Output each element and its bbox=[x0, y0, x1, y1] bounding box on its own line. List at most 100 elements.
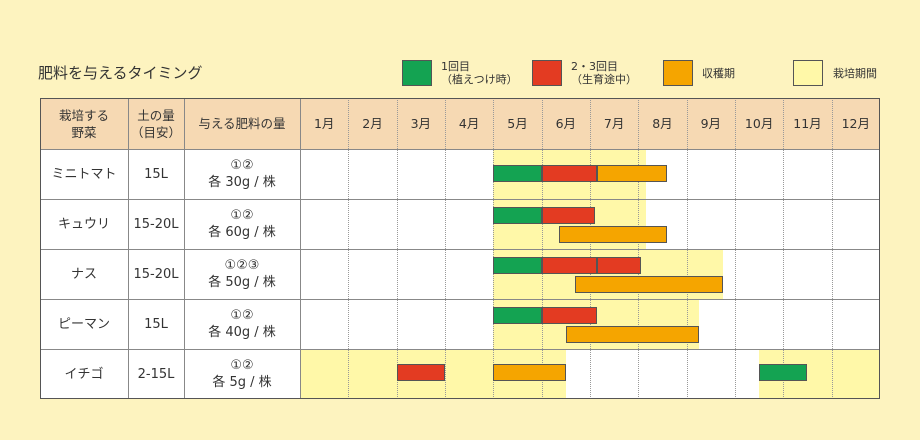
fertilizer-quantity: 各 60g / 株 bbox=[208, 225, 276, 240]
fertilizer-quantity: 各 50g / 株 bbox=[208, 275, 276, 290]
header-soil: 土の量 （目安） bbox=[128, 98, 184, 149]
vegetable-name: ミニトマト bbox=[40, 149, 128, 199]
fertilizer-timing-table: 栽培する 野菜 土の量 （目安） 与える肥料の量 1月 2月 3月 4月 5月 6月 7月 8月 9月 10… bbox=[40, 98, 880, 399]
bar-first bbox=[493, 207, 542, 224]
header-month: 9月 bbox=[686, 98, 735, 149]
bar-second bbox=[541, 307, 598, 324]
month-gridline bbox=[541, 98, 543, 399]
legend-label-line: 1回目 bbox=[441, 60, 470, 73]
legend-label-line: 栽培期間 bbox=[833, 67, 877, 80]
header-vegetable: 栽培する 野菜 bbox=[40, 98, 128, 149]
bar-harvest bbox=[565, 326, 699, 343]
soil-amount: 15-20L bbox=[128, 249, 184, 299]
legend-orange-square-icon bbox=[663, 60, 693, 86]
month-gridline bbox=[783, 98, 785, 399]
bar-second bbox=[597, 257, 641, 274]
month-gridline bbox=[444, 98, 446, 399]
header-fertilizer: 与える肥料の量 bbox=[184, 98, 300, 149]
header-month: 7月 bbox=[589, 98, 639, 149]
table-frame bbox=[40, 98, 880, 399]
bar-harvest bbox=[575, 276, 723, 293]
fertilizer-quantity: 各 30g / 株 bbox=[208, 175, 276, 190]
page-title: 肥料を与えるタイミング bbox=[38, 64, 203, 82]
header-month: 3月 bbox=[396, 98, 445, 149]
soil-amount: 15L bbox=[128, 299, 184, 349]
bar-first bbox=[493, 165, 542, 182]
header-month: 2月 bbox=[348, 98, 397, 149]
fertilizer-doses: ①② bbox=[230, 158, 254, 173]
fertilizer-text: ①②③ 各 50g / 株 bbox=[208, 257, 276, 291]
legend-label-harvest: 収穫期 bbox=[702, 67, 735, 80]
bar-second bbox=[396, 364, 445, 381]
fertilizer-text: ①② 各 40g / 株 bbox=[208, 307, 276, 341]
legend-red-square-icon bbox=[532, 60, 562, 86]
legend-label-line: 収穫期 bbox=[702, 67, 735, 80]
fertilizer-doses: ①② bbox=[230, 308, 254, 323]
bar-harvest bbox=[558, 226, 668, 243]
fertilizer-quantity: 各 40g / 株 bbox=[208, 325, 276, 340]
fertilizer-text: ①② 各 5g / 株 bbox=[212, 357, 271, 391]
month-gridline bbox=[734, 98, 736, 399]
header-month: 12月 bbox=[831, 98, 880, 149]
bar-first bbox=[493, 307, 542, 324]
fertilizer-amount: ①② 各 30g / 株 bbox=[184, 149, 300, 199]
fertilizer-quantity: 各 5g / 株 bbox=[212, 375, 272, 390]
column-divider bbox=[184, 98, 185, 399]
vegetable-name: ピーマン bbox=[40, 299, 128, 349]
fertilizer-doses: ①②③ bbox=[224, 258, 260, 273]
header-vegetable-text: 栽培する 野菜 bbox=[59, 107, 109, 141]
header-month: 10月 bbox=[734, 98, 784, 149]
legend-label-first: 1回目 （植えつけ時） bbox=[441, 60, 518, 86]
soil-amount: 15-20L bbox=[128, 199, 184, 249]
fertilizer-text: ①② 各 30g / 株 bbox=[208, 157, 276, 191]
header-month: 8月 bbox=[638, 98, 687, 149]
bar-second bbox=[541, 257, 598, 274]
header-soil-line: 土の量 bbox=[137, 107, 175, 123]
bar-first bbox=[759, 364, 808, 381]
vegetable-name: イチゴ bbox=[40, 349, 128, 399]
header-month: 4月 bbox=[444, 98, 494, 149]
row-divider bbox=[40, 149, 880, 150]
fertilizer-amount: ①②③ 各 50g / 株 bbox=[184, 249, 300, 299]
month-gridline bbox=[686, 98, 688, 399]
legend-label-growing: 栽培期間 bbox=[833, 67, 877, 80]
fertilizer-amount: ①② 各 60g / 株 bbox=[184, 199, 300, 249]
legend-yellow-square-icon bbox=[793, 60, 823, 86]
legend-label-line: 2・3回目 bbox=[571, 60, 618, 73]
bar-first bbox=[493, 257, 542, 274]
row-divider bbox=[40, 349, 880, 350]
header-month: 1月 bbox=[300, 98, 349, 149]
month-gridline bbox=[348, 98, 350, 399]
column-divider bbox=[300, 98, 301, 399]
header-soil-line: （目安） bbox=[130, 124, 181, 140]
header-vegetable-line: 野菜 bbox=[71, 124, 97, 140]
vegetable-name: ナス bbox=[40, 249, 128, 299]
fertilizer-doses: ①② bbox=[230, 358, 254, 373]
month-gridline bbox=[493, 98, 495, 399]
bar-harvest bbox=[493, 364, 566, 381]
bar-second bbox=[541, 207, 595, 224]
fertilizer-amount: ①② 各 40g / 株 bbox=[184, 299, 300, 349]
bar-harvest bbox=[597, 165, 668, 182]
month-gridline bbox=[589, 98, 591, 399]
row-divider bbox=[40, 199, 880, 200]
soil-amount: 2-15L bbox=[128, 349, 184, 399]
vegetable-name: キュウリ bbox=[40, 199, 128, 249]
fertilizer-amount: ①② 各 5g / 株 bbox=[184, 349, 300, 399]
month-gridline bbox=[396, 98, 398, 399]
legend-label-line: （植えつけ時） bbox=[441, 73, 518, 86]
column-divider bbox=[128, 98, 129, 399]
month-gridline bbox=[638, 98, 640, 399]
legend-label-second: 2・3回目 （生育途中） bbox=[571, 60, 637, 86]
fertilizer-doses: ①② bbox=[230, 208, 254, 223]
month-gridline bbox=[831, 98, 833, 399]
legend-green-square-icon bbox=[402, 60, 432, 86]
header-vegetable-line: 栽培する bbox=[58, 107, 109, 123]
row-divider bbox=[40, 249, 880, 250]
row-divider bbox=[40, 299, 880, 300]
header-soil-text: 土の量 （目安） bbox=[131, 107, 181, 141]
legend-label-line: （生育途中） bbox=[571, 73, 637, 86]
header-month: 6月 bbox=[541, 98, 590, 149]
header-month: 5月 bbox=[493, 98, 542, 149]
header-month: 11月 bbox=[783, 98, 832, 149]
